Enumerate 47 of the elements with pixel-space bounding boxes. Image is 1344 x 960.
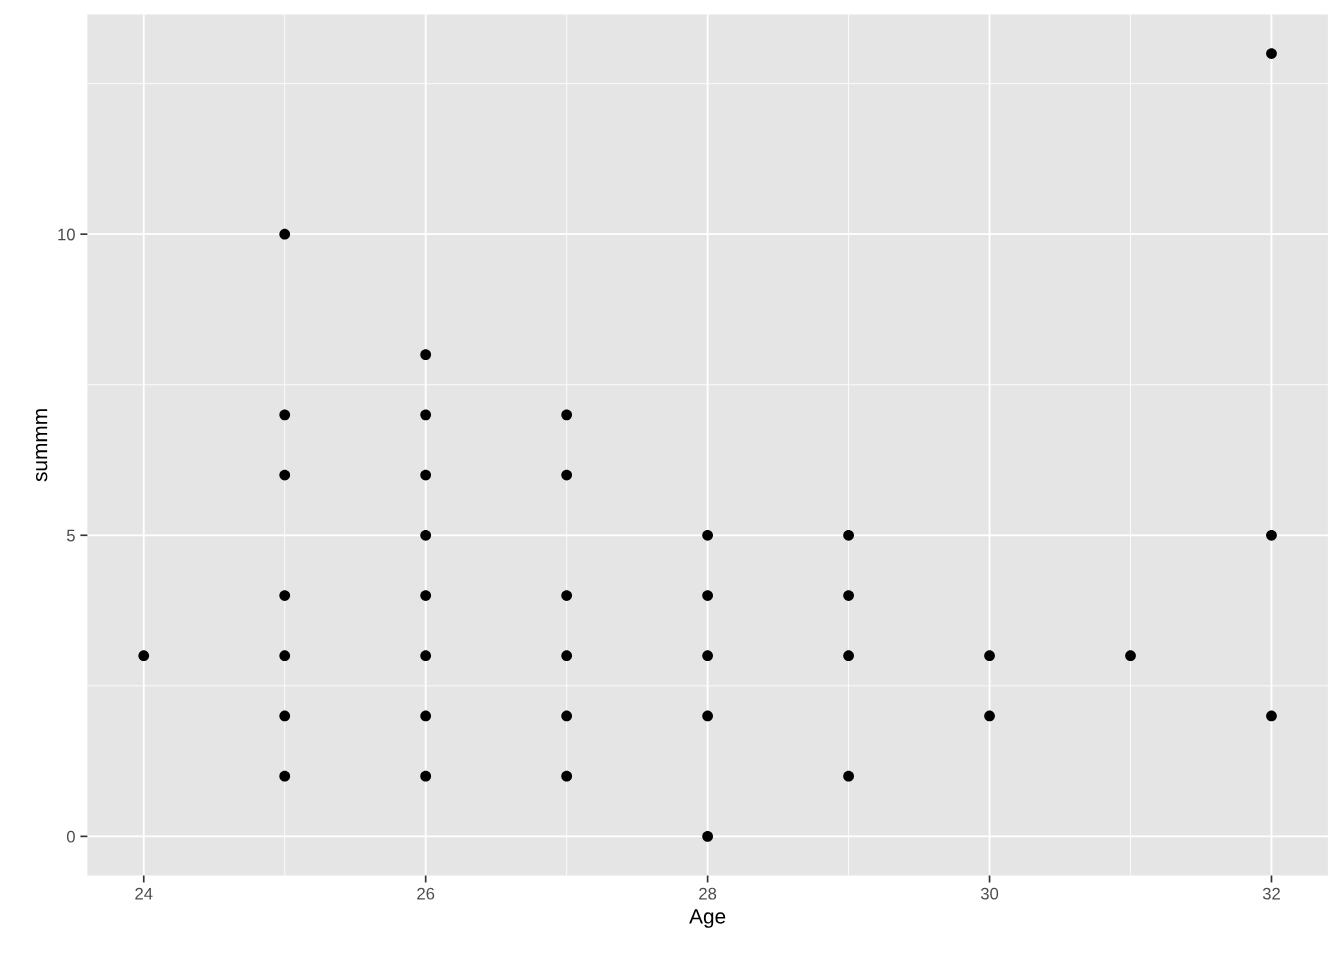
point (1266, 48, 1277, 59)
point (420, 770, 432, 782)
point (843, 590, 854, 601)
point (1266, 710, 1277, 722)
point (279, 469, 291, 481)
point (138, 650, 150, 662)
x-tick-label: 28 (699, 887, 717, 900)
point (420, 710, 432, 722)
point (702, 831, 713, 842)
point (702, 710, 713, 722)
y-tick-label: 5 (66, 529, 75, 542)
point (420, 469, 432, 481)
point (279, 228, 291, 240)
x-tick-label: 24 (135, 887, 153, 900)
point (702, 529, 713, 541)
point (561, 409, 573, 421)
point (420, 529, 432, 541)
point (279, 770, 291, 782)
point (702, 590, 713, 601)
point (561, 770, 573, 782)
point (1266, 529, 1277, 541)
point (561, 650, 573, 662)
point (561, 590, 573, 601)
x-tick-label: 30 (980, 887, 999, 900)
point (561, 710, 573, 722)
x-tick-label: 26 (417, 887, 435, 900)
point (843, 529, 854, 541)
point (561, 469, 573, 481)
x-tick-label: 32 (1262, 887, 1280, 900)
point (1125, 650, 1136, 662)
point (984, 650, 995, 662)
x-axis-title: Age (689, 909, 726, 928)
y-tick-label: 10 (58, 228, 75, 241)
point (420, 409, 432, 421)
point (279, 590, 291, 601)
point (279, 650, 291, 662)
point (843, 650, 854, 662)
point (984, 710, 995, 722)
point (279, 710, 291, 722)
y-axis-title: summm (35, 409, 48, 482)
point (420, 590, 432, 601)
point (420, 650, 432, 662)
point (843, 770, 854, 782)
point (420, 349, 432, 361)
point (702, 650, 713, 662)
point (279, 409, 291, 421)
y-tick-label: 0 (66, 830, 75, 843)
